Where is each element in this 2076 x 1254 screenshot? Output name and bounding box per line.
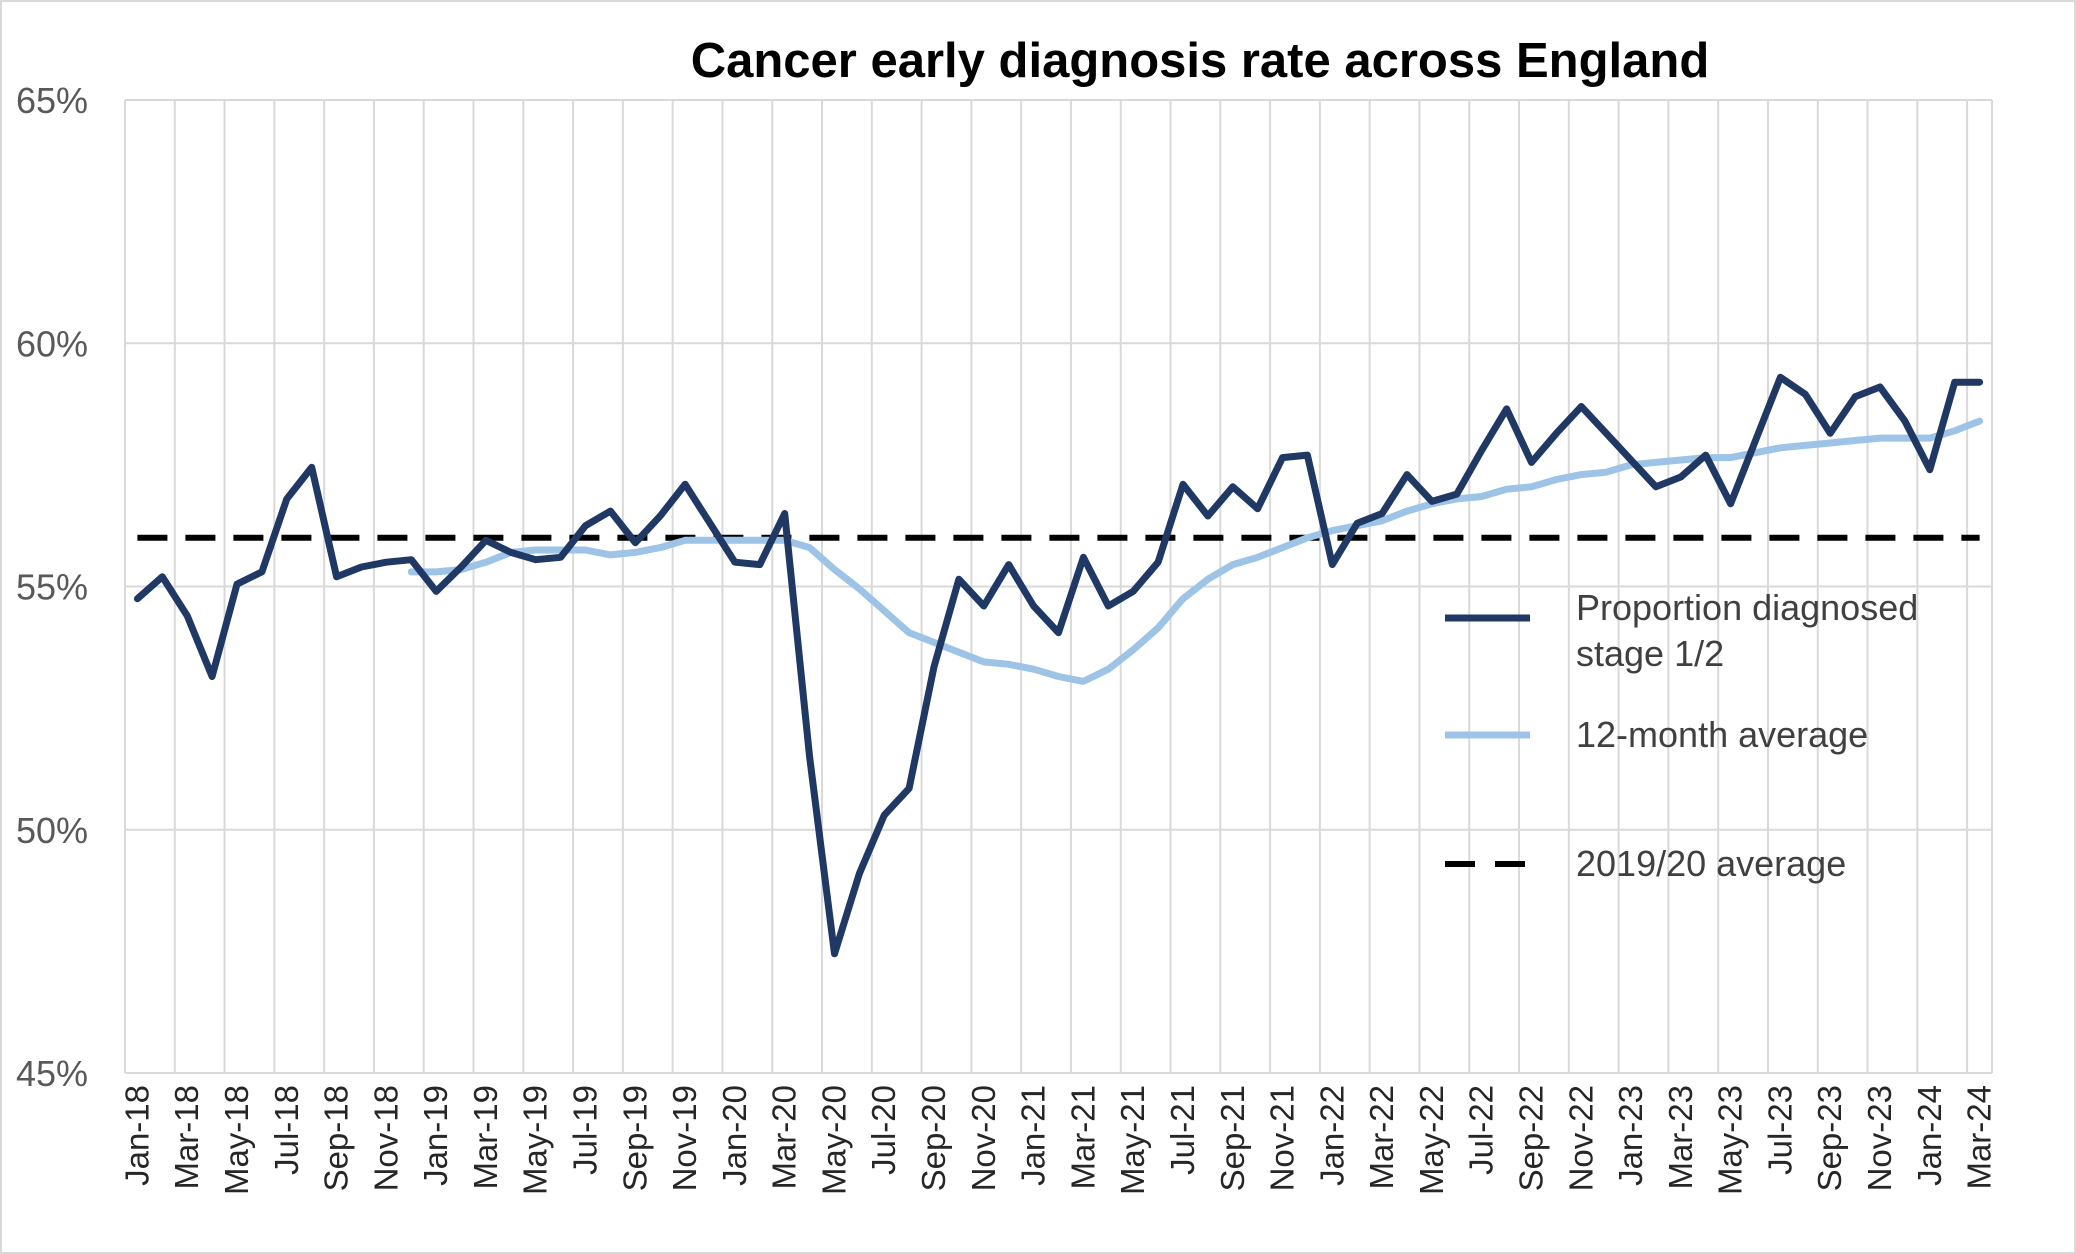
series-line-proportion-stage-1-2 xyxy=(133,373,1984,958)
x-tick-label: Sep-23 xyxy=(1811,1085,1848,1191)
x-tick-label: May-23 xyxy=(1712,1085,1749,1195)
x-tick-label: May-19 xyxy=(517,1085,554,1195)
x-tick-label: Mar-21 xyxy=(1064,1085,1101,1190)
x-tick-label: Jul-23 xyxy=(1761,1085,1798,1175)
x-tick-label: Jul-22 xyxy=(1463,1085,1500,1175)
x-tick-label: May-22 xyxy=(1413,1085,1450,1195)
x-tick-label: Jan-21 xyxy=(1015,1085,1052,1186)
x-tick-label: Nov-18 xyxy=(367,1085,404,1191)
x-tick-label: Nov-22 xyxy=(1562,1085,1599,1191)
y-tick-label: 60% xyxy=(16,323,88,364)
x-tick-label: Jul-19 xyxy=(567,1085,604,1175)
x-tick-label: Jan-18 xyxy=(118,1085,155,1186)
x-tick-label: Jan-20 xyxy=(716,1085,753,1186)
x-tick-label: Nov-21 xyxy=(1264,1085,1301,1191)
x-tick-label: Mar-24 xyxy=(1961,1085,1998,1190)
x-tick-label: Mar-18 xyxy=(168,1085,205,1190)
legend-label: stage 1/2 xyxy=(1576,633,1724,674)
x-tick-label: Sep-20 xyxy=(915,1085,952,1191)
legend-label: 2019/20 average xyxy=(1576,843,1846,884)
x-tick-label: Mar-23 xyxy=(1662,1085,1699,1190)
x-tick-label: Nov-19 xyxy=(666,1085,703,1191)
y-tick-label: 45% xyxy=(16,1053,88,1094)
x-tick-label: Jan-19 xyxy=(417,1085,454,1186)
y-tick-label: 55% xyxy=(16,567,88,608)
x-tick-label: Jul-20 xyxy=(865,1085,902,1175)
x-tick-label: Jul-21 xyxy=(1164,1085,1201,1175)
legend: Proportion diagnosed stage 1/2 12-month av… xyxy=(1445,587,1918,884)
x-tick-label: Nov-23 xyxy=(1861,1085,1898,1191)
x-tick-label: Mar-22 xyxy=(1363,1085,1400,1190)
series-line-12-month-average xyxy=(407,417,1984,685)
x-tick-label: Sep-22 xyxy=(1512,1085,1549,1191)
x-tick-label: Sep-19 xyxy=(616,1085,653,1191)
chart-title: Cancer early diagnosis rate across Engla… xyxy=(691,34,1710,88)
x-tick-label: Mar-19 xyxy=(467,1085,504,1190)
series-group xyxy=(133,373,1984,958)
x-tick-label: May-21 xyxy=(1114,1085,1151,1195)
x-tick-label: Jan-23 xyxy=(1612,1085,1649,1186)
x-axis: Jan-18 Mar-18 May-18 Jul-18 Sep-18 Nov-18 Jan-… xyxy=(118,1085,1997,1195)
x-tick-label: May-20 xyxy=(815,1085,852,1195)
legend-label: 12-month average xyxy=(1576,714,1868,755)
y-axis: 45% 50% 55% 60% 65% xyxy=(16,80,88,1094)
x-tick-label: Jul-18 xyxy=(268,1085,305,1175)
x-tick-label: Sep-21 xyxy=(1214,1085,1251,1191)
x-tick-label: Mar-20 xyxy=(766,1085,803,1190)
legend-label: Proportion diagnosed xyxy=(1576,587,1918,628)
x-tick-label: Nov-20 xyxy=(965,1085,1002,1191)
y-tick-label: 50% xyxy=(16,810,88,851)
x-tick-label: Jan-22 xyxy=(1313,1085,1350,1186)
x-tick-label: Sep-18 xyxy=(318,1085,355,1191)
x-tick-label: May-18 xyxy=(218,1085,255,1195)
y-tick-label: 65% xyxy=(16,80,88,121)
x-tick-label: Jan-24 xyxy=(1911,1085,1948,1186)
